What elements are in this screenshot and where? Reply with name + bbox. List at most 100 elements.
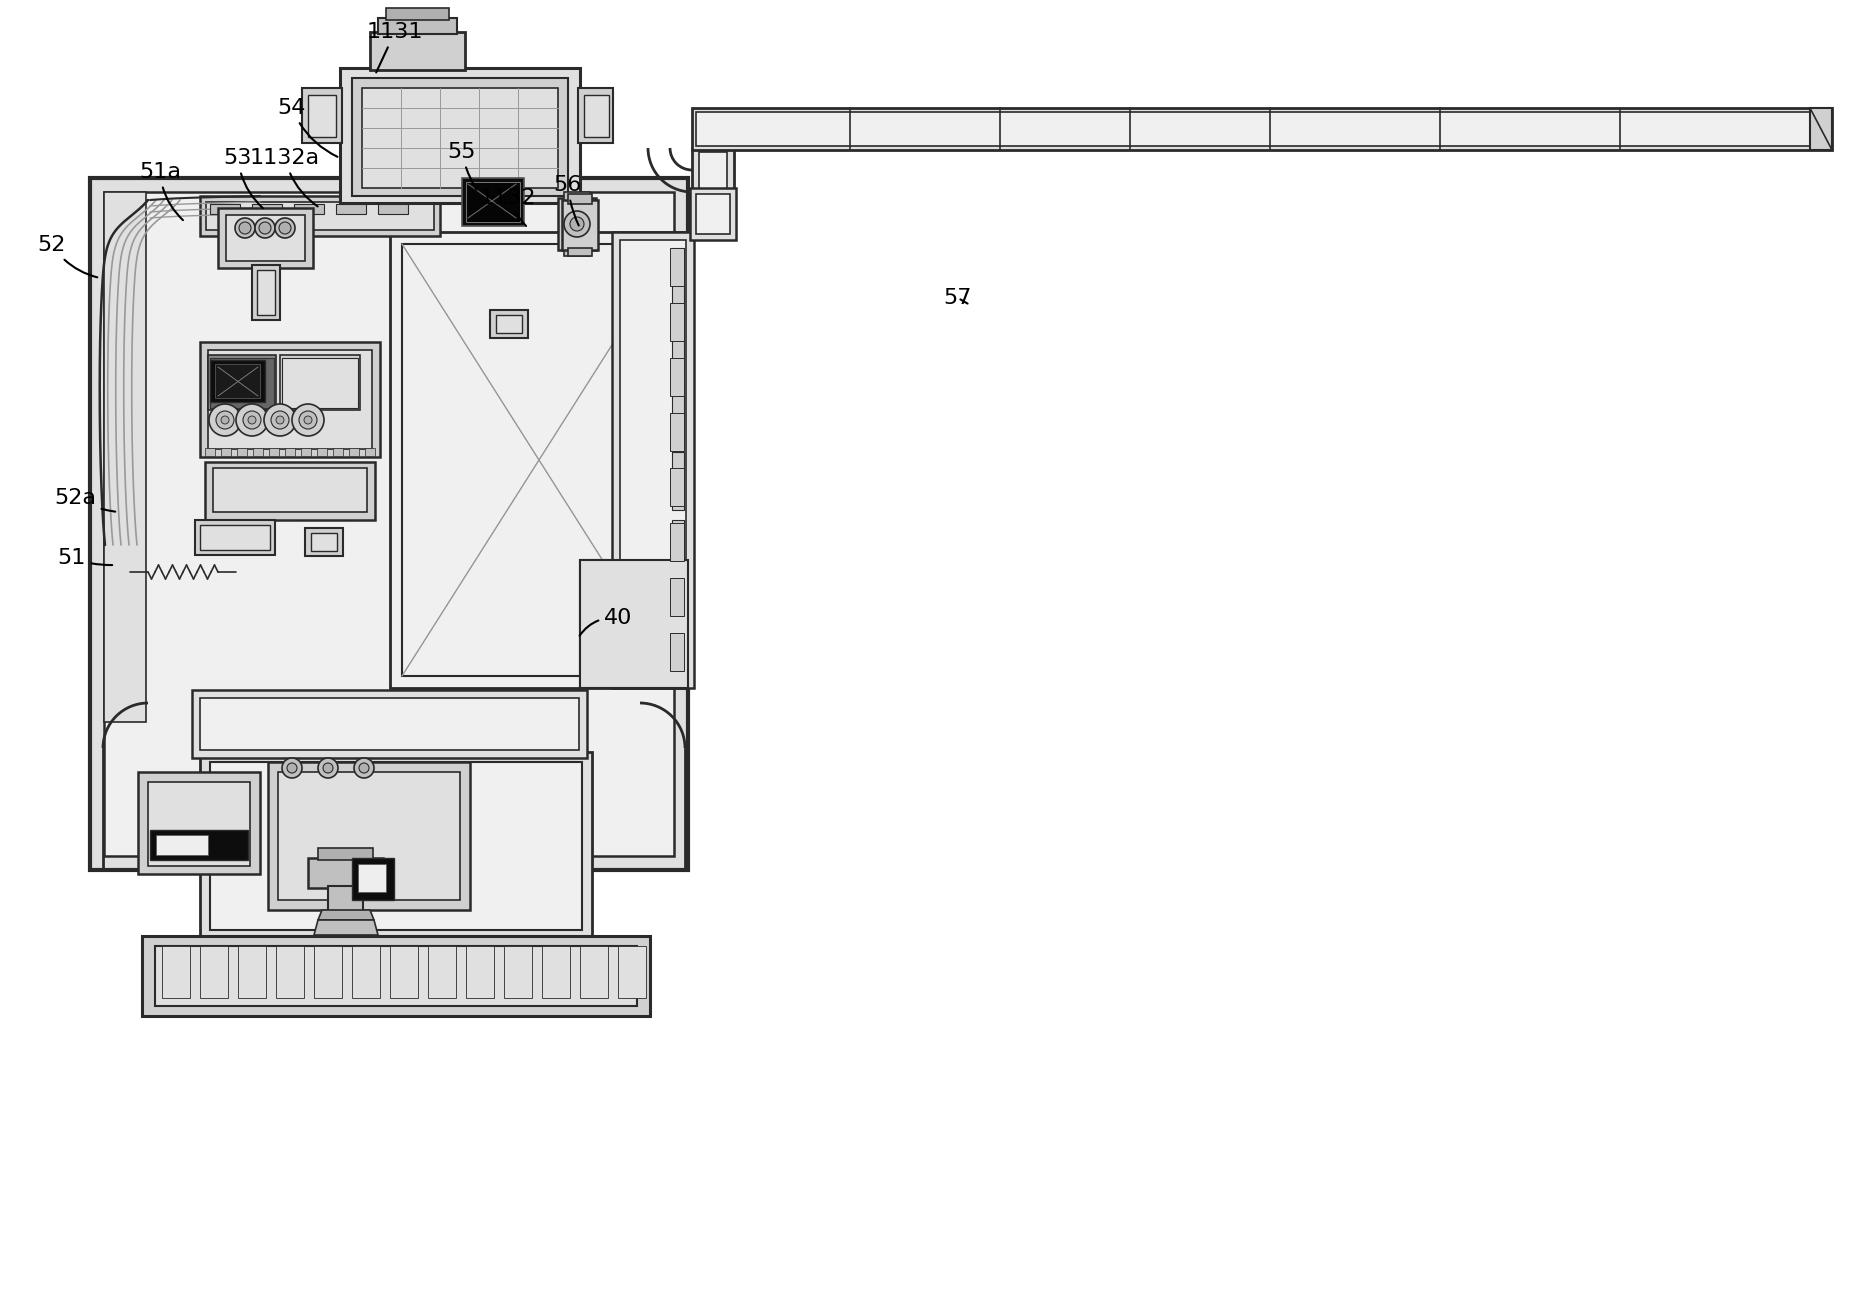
Bar: [303, 88, 342, 143]
Bar: [542, 946, 570, 998]
Bar: [308, 859, 383, 888]
Bar: [201, 342, 381, 457]
Bar: [104, 192, 147, 722]
Bar: [349, 448, 358, 456]
Bar: [691, 108, 1831, 150]
Text: 57: 57: [943, 288, 971, 309]
Circle shape: [305, 416, 312, 423]
Bar: [427, 946, 455, 998]
Bar: [698, 152, 726, 230]
Text: 54: 54: [279, 98, 338, 156]
Bar: [256, 270, 275, 315]
Bar: [329, 886, 362, 911]
Text: 55: 55: [448, 142, 475, 190]
Bar: [104, 192, 674, 856]
Bar: [154, 946, 637, 1006]
Bar: [201, 196, 440, 236]
Bar: [141, 936, 650, 1016]
Bar: [578, 88, 613, 143]
Bar: [351, 77, 568, 196]
Bar: [215, 364, 260, 398]
Bar: [214, 469, 368, 513]
Circle shape: [318, 758, 338, 778]
Bar: [670, 578, 683, 616]
Bar: [386, 8, 449, 19]
Bar: [490, 310, 527, 338]
Bar: [238, 946, 266, 998]
Text: 51a: 51a: [139, 161, 182, 221]
Bar: [672, 587, 683, 646]
Bar: [583, 96, 609, 137]
Bar: [672, 316, 683, 374]
Bar: [208, 350, 371, 449]
Text: 56: 56: [553, 176, 581, 226]
Bar: [568, 194, 592, 204]
Bar: [210, 358, 273, 408]
Text: 1131: 1131: [366, 22, 423, 72]
Circle shape: [208, 404, 241, 436]
Bar: [201, 698, 579, 750]
Bar: [279, 772, 461, 900]
Bar: [318, 848, 373, 860]
Bar: [579, 560, 687, 688]
Bar: [620, 240, 685, 680]
Text: 40: 40: [579, 608, 631, 635]
Bar: [217, 208, 312, 269]
Bar: [364, 448, 375, 456]
Bar: [370, 32, 464, 70]
Bar: [305, 528, 344, 556]
Circle shape: [258, 222, 271, 234]
Bar: [351, 946, 381, 998]
Bar: [210, 360, 266, 402]
Bar: [195, 520, 275, 555]
Bar: [618, 946, 646, 998]
Bar: [611, 232, 695, 688]
Bar: [496, 315, 522, 333]
Bar: [293, 204, 323, 214]
Circle shape: [286, 763, 297, 773]
Bar: [238, 448, 247, 456]
Bar: [269, 448, 279, 456]
Bar: [204, 448, 215, 456]
Circle shape: [254, 218, 275, 238]
Circle shape: [570, 217, 583, 231]
Bar: [672, 248, 683, 306]
Bar: [670, 358, 683, 396]
Bar: [201, 751, 592, 937]
Circle shape: [358, 763, 370, 773]
Circle shape: [282, 758, 303, 778]
Bar: [149, 782, 251, 866]
Bar: [253, 265, 280, 320]
Bar: [462, 178, 524, 226]
Bar: [565, 248, 591, 256]
Bar: [568, 248, 592, 256]
Bar: [390, 232, 687, 688]
Bar: [691, 148, 734, 236]
Text: 1132a: 1132a: [251, 148, 319, 207]
Bar: [670, 248, 683, 287]
Bar: [221, 448, 230, 456]
Text: 52a: 52a: [54, 488, 115, 511]
Bar: [310, 533, 336, 551]
Bar: [377, 204, 409, 214]
Circle shape: [355, 758, 373, 778]
Bar: [696, 194, 730, 234]
Bar: [362, 88, 557, 188]
Bar: [340, 68, 579, 203]
Bar: [561, 200, 598, 250]
Circle shape: [215, 411, 234, 429]
Bar: [208, 355, 277, 411]
Bar: [150, 830, 247, 860]
Bar: [332, 448, 344, 456]
Polygon shape: [1809, 108, 1831, 150]
Bar: [672, 520, 683, 578]
Bar: [670, 523, 683, 562]
Polygon shape: [314, 920, 377, 935]
Circle shape: [323, 763, 332, 773]
Bar: [227, 216, 305, 261]
Bar: [565, 192, 591, 201]
Bar: [267, 762, 470, 910]
Bar: [503, 946, 531, 998]
Bar: [672, 452, 683, 510]
Text: 53: 53: [223, 148, 264, 208]
